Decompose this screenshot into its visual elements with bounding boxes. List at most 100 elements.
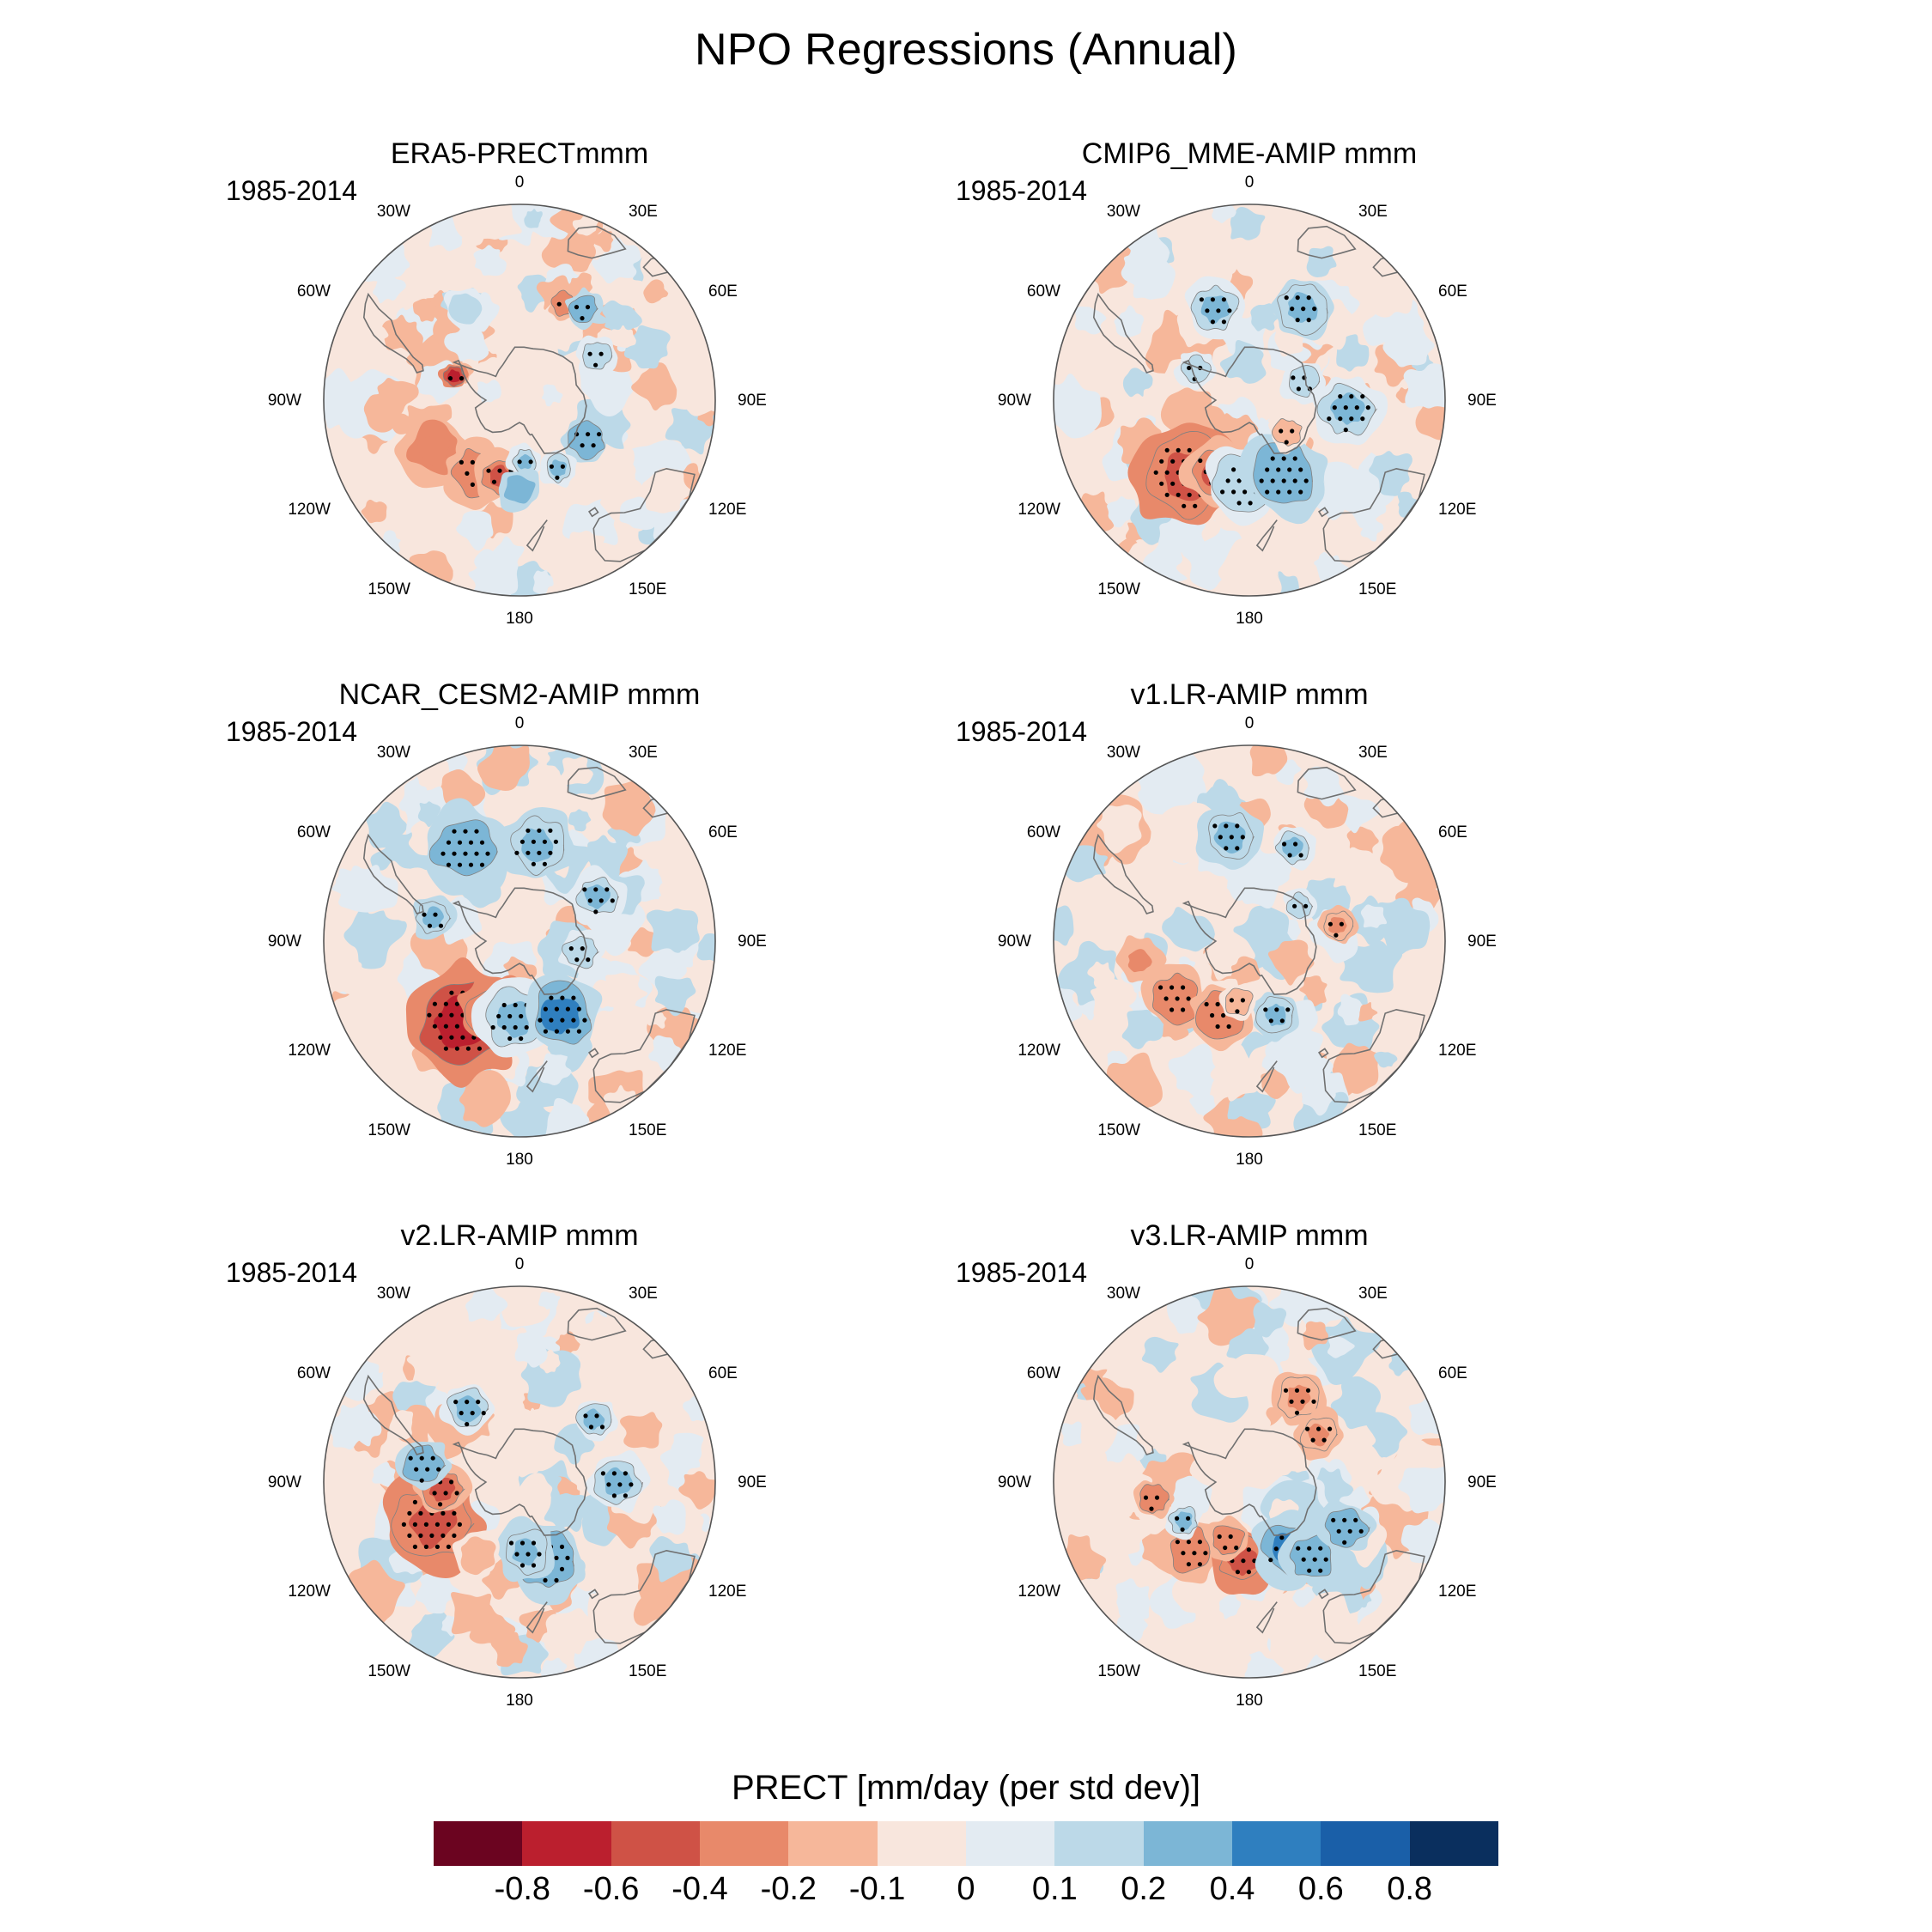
colorbar-tick: -0.8 [494, 1871, 551, 1907]
significance-stipple [519, 1540, 526, 1546]
coastline [592, 467, 696, 562]
significance-stipple [412, 1544, 417, 1549]
anomaly-feature [1219, 1529, 1237, 1552]
anomaly-patch [1178, 772, 1205, 793]
significance-stipple [1303, 903, 1309, 908]
significance-stipple [446, 1522, 451, 1527]
significance-stipple [1283, 1388, 1289, 1393]
significance-stipple [1186, 1562, 1191, 1567]
lon-label: 120E [1438, 1583, 1476, 1601]
significance-contour [575, 1403, 612, 1436]
significance-stipple [508, 1540, 514, 1546]
significance-stipple [477, 1046, 482, 1051]
significance-contour [546, 453, 571, 483]
significance-stipple [1240, 835, 1245, 840]
anomaly-feature [446, 829, 487, 871]
significance-stipple [586, 432, 591, 437]
anomaly-patch [1332, 1042, 1380, 1094]
colorbar-tick: -0.2 [760, 1871, 817, 1907]
anomaly-patch [1122, 368, 1153, 398]
significance-stipple [1170, 481, 1176, 486]
significance-contour [575, 877, 619, 913]
significance-stipple [1215, 1024, 1220, 1030]
lon-label: 150W [368, 1121, 410, 1139]
anomaly-feature [1230, 992, 1248, 1012]
significance-stipple [1284, 440, 1289, 445]
anomaly-patch [1121, 1009, 1164, 1049]
significance-stipple [1198, 458, 1203, 464]
significance-stipple [1224, 823, 1229, 829]
lon-label: 90E [738, 392, 767, 410]
significance-stipple [517, 459, 522, 465]
significance-contour [510, 815, 565, 876]
map-v1lr: 0 30E 60E 90E 120E 150E 180 150W 120W 90W 60W 30W [998, 714, 1497, 1169]
significance-stipple [1246, 1547, 1251, 1552]
significance-stipple [1187, 365, 1192, 371]
significance-stipple [1293, 841, 1298, 847]
significance-stipple [1164, 492, 1170, 497]
significance-stipple [1175, 996, 1180, 1001]
lon-label: 90W [998, 1473, 1031, 1492]
significance-stipple [1164, 470, 1170, 475]
significance-contour [1277, 1376, 1320, 1419]
anomaly-patch [1303, 1321, 1329, 1351]
panel-title: v2.LR-AMIP mmm [400, 1219, 639, 1252]
significance-stipple [423, 1544, 428, 1549]
significance-stipple [1289, 1399, 1294, 1404]
significance-stipple [610, 898, 615, 903]
significance-stipple [1241, 1558, 1246, 1564]
panel-cmip6: CMIP6_MME-AMIP mmm 1985-2014 0 30E 60E 90E 1… [956, 137, 1524, 670]
anomaly-patch [1268, 1608, 1327, 1675]
significance-stipple [1338, 416, 1343, 422]
polar-map: 0 30E 60E 90E 120E 150E 180 150W 120W 90W 60W 30W [998, 173, 1497, 628]
anomaly-patch [1360, 904, 1388, 928]
coastline [1255, 1601, 1278, 1634]
coastline [1318, 1048, 1329, 1059]
lon-label: 0 [1245, 714, 1255, 732]
anomaly-feature [456, 1395, 482, 1423]
significance-stipple [571, 995, 576, 1000]
significance-stipple [465, 1400, 470, 1405]
significance-stipple [1360, 394, 1365, 399]
coastline [1092, 1374, 1154, 1455]
significance-stipple [1221, 319, 1226, 325]
lon-label: 90W [268, 933, 301, 951]
anomaly-patch [1358, 1002, 1379, 1022]
significance-contour [1323, 910, 1354, 942]
anomaly-patch [1145, 1375, 1181, 1411]
anomaly-patch [596, 1348, 634, 1386]
panel-title: v3.LR-AMIP mmm [1130, 1219, 1369, 1252]
significance-contour [535, 980, 592, 1045]
significance-stipple [1290, 428, 1295, 434]
lon-label: 150W [1097, 580, 1140, 598]
significance-stipple [1234, 1545, 1239, 1551]
significance-stipple [1235, 1570, 1240, 1575]
significance-stipple [1334, 933, 1339, 938]
significance-stipple [443, 1001, 448, 1006]
anomaly-patch [574, 1548, 623, 1597]
anomaly-patch [490, 1286, 550, 1327]
significance-stipple [587, 351, 592, 356]
significance-contour [402, 1444, 447, 1482]
anomaly-patch [1369, 451, 1413, 496]
significance-stipple [433, 912, 438, 917]
significance-stipple [1287, 489, 1292, 495]
lon-label: 60W [1027, 823, 1060, 841]
coastline [567, 766, 627, 800]
coastline [452, 346, 587, 454]
significance-stipple [452, 1510, 457, 1516]
lon-label: 150W [368, 1662, 410, 1680]
panel-title: CMIP6_MME-AMIP mmm [1081, 137, 1418, 170]
anomaly-patch [343, 909, 407, 969]
anomaly-patch [1141, 1336, 1179, 1373]
significance-stipple [429, 1533, 434, 1538]
significance-stipple [1327, 416, 1332, 422]
lon-label: 120W [288, 501, 331, 519]
significance-stipple [1205, 308, 1210, 313]
anomaly-patch [373, 268, 408, 304]
colorbar-tick: 0 [957, 1871, 975, 1907]
significance-stipple [1318, 1568, 1323, 1573]
significance-stipple [1312, 1557, 1317, 1562]
anomaly-patch [500, 1097, 556, 1137]
significance-stipple [537, 1552, 542, 1557]
